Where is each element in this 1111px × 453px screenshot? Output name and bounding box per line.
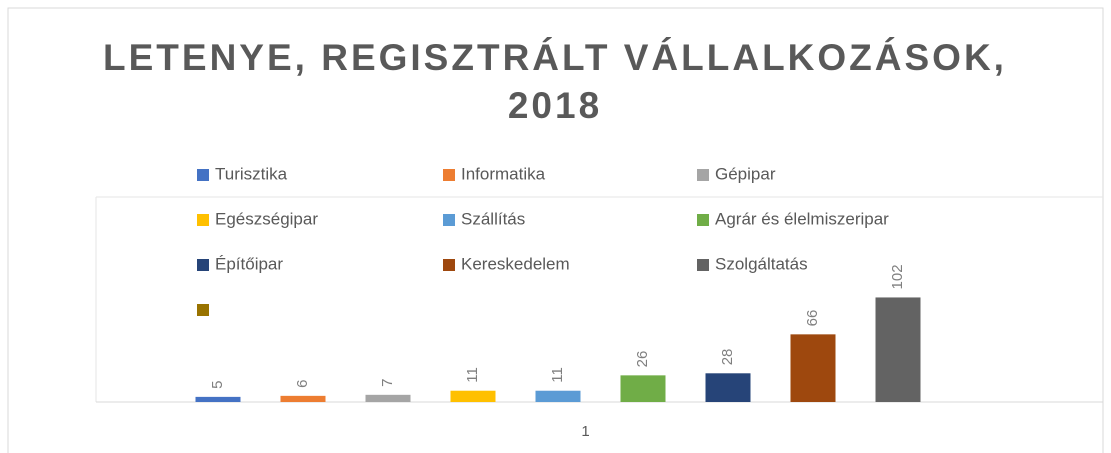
- x-tick-label: 1: [581, 423, 589, 440]
- legend-label: Egészségipar: [215, 209, 318, 228]
- data-label: 6: [294, 380, 311, 388]
- chart-title: LETENYE, REGISZTRÁLT VÁLLALKOZÁSOK, 2018: [103, 37, 1007, 126]
- data-label: 11: [549, 367, 566, 383]
- bar: [535, 390, 581, 402]
- legend-label: Informatika: [461, 164, 546, 183]
- legend-swatch: [197, 214, 209, 226]
- data-label: 28: [719, 349, 736, 366]
- legend-label: Agrár és élelmiszeripar: [715, 209, 889, 228]
- bar: [365, 394, 411, 402]
- legend-swatch: [443, 169, 455, 181]
- data-label: 102: [889, 264, 906, 289]
- legend-label: Kereskedelem: [461, 254, 570, 273]
- bar: [620, 375, 666, 402]
- data-label: 26: [634, 351, 651, 368]
- bar: [280, 395, 326, 402]
- legend-swatch: [697, 169, 709, 181]
- legend-label: Turisztika: [215, 164, 288, 183]
- bar: [705, 373, 751, 402]
- legend-label: Szolgáltatás: [715, 254, 808, 273]
- data-label: 5: [209, 381, 226, 389]
- legend-label: Gépipar: [715, 164, 776, 183]
- data-label: 66: [804, 310, 821, 327]
- data-label: 11: [464, 367, 481, 383]
- bar: [875, 297, 921, 402]
- legend-swatch: [197, 169, 209, 181]
- legend-label: Szállítás: [461, 209, 525, 228]
- legend-swatch: [443, 259, 455, 271]
- bar: [790, 334, 836, 402]
- data-label: 7: [379, 378, 396, 386]
- bar: [450, 390, 496, 402]
- legend-swatch: [197, 304, 209, 316]
- legend-swatch: [443, 214, 455, 226]
- bar: [195, 396, 241, 402]
- legend-label: Építőipar: [215, 254, 283, 273]
- legend-swatch: [697, 259, 709, 271]
- legend-swatch: [697, 214, 709, 226]
- legend-swatch: [197, 259, 209, 271]
